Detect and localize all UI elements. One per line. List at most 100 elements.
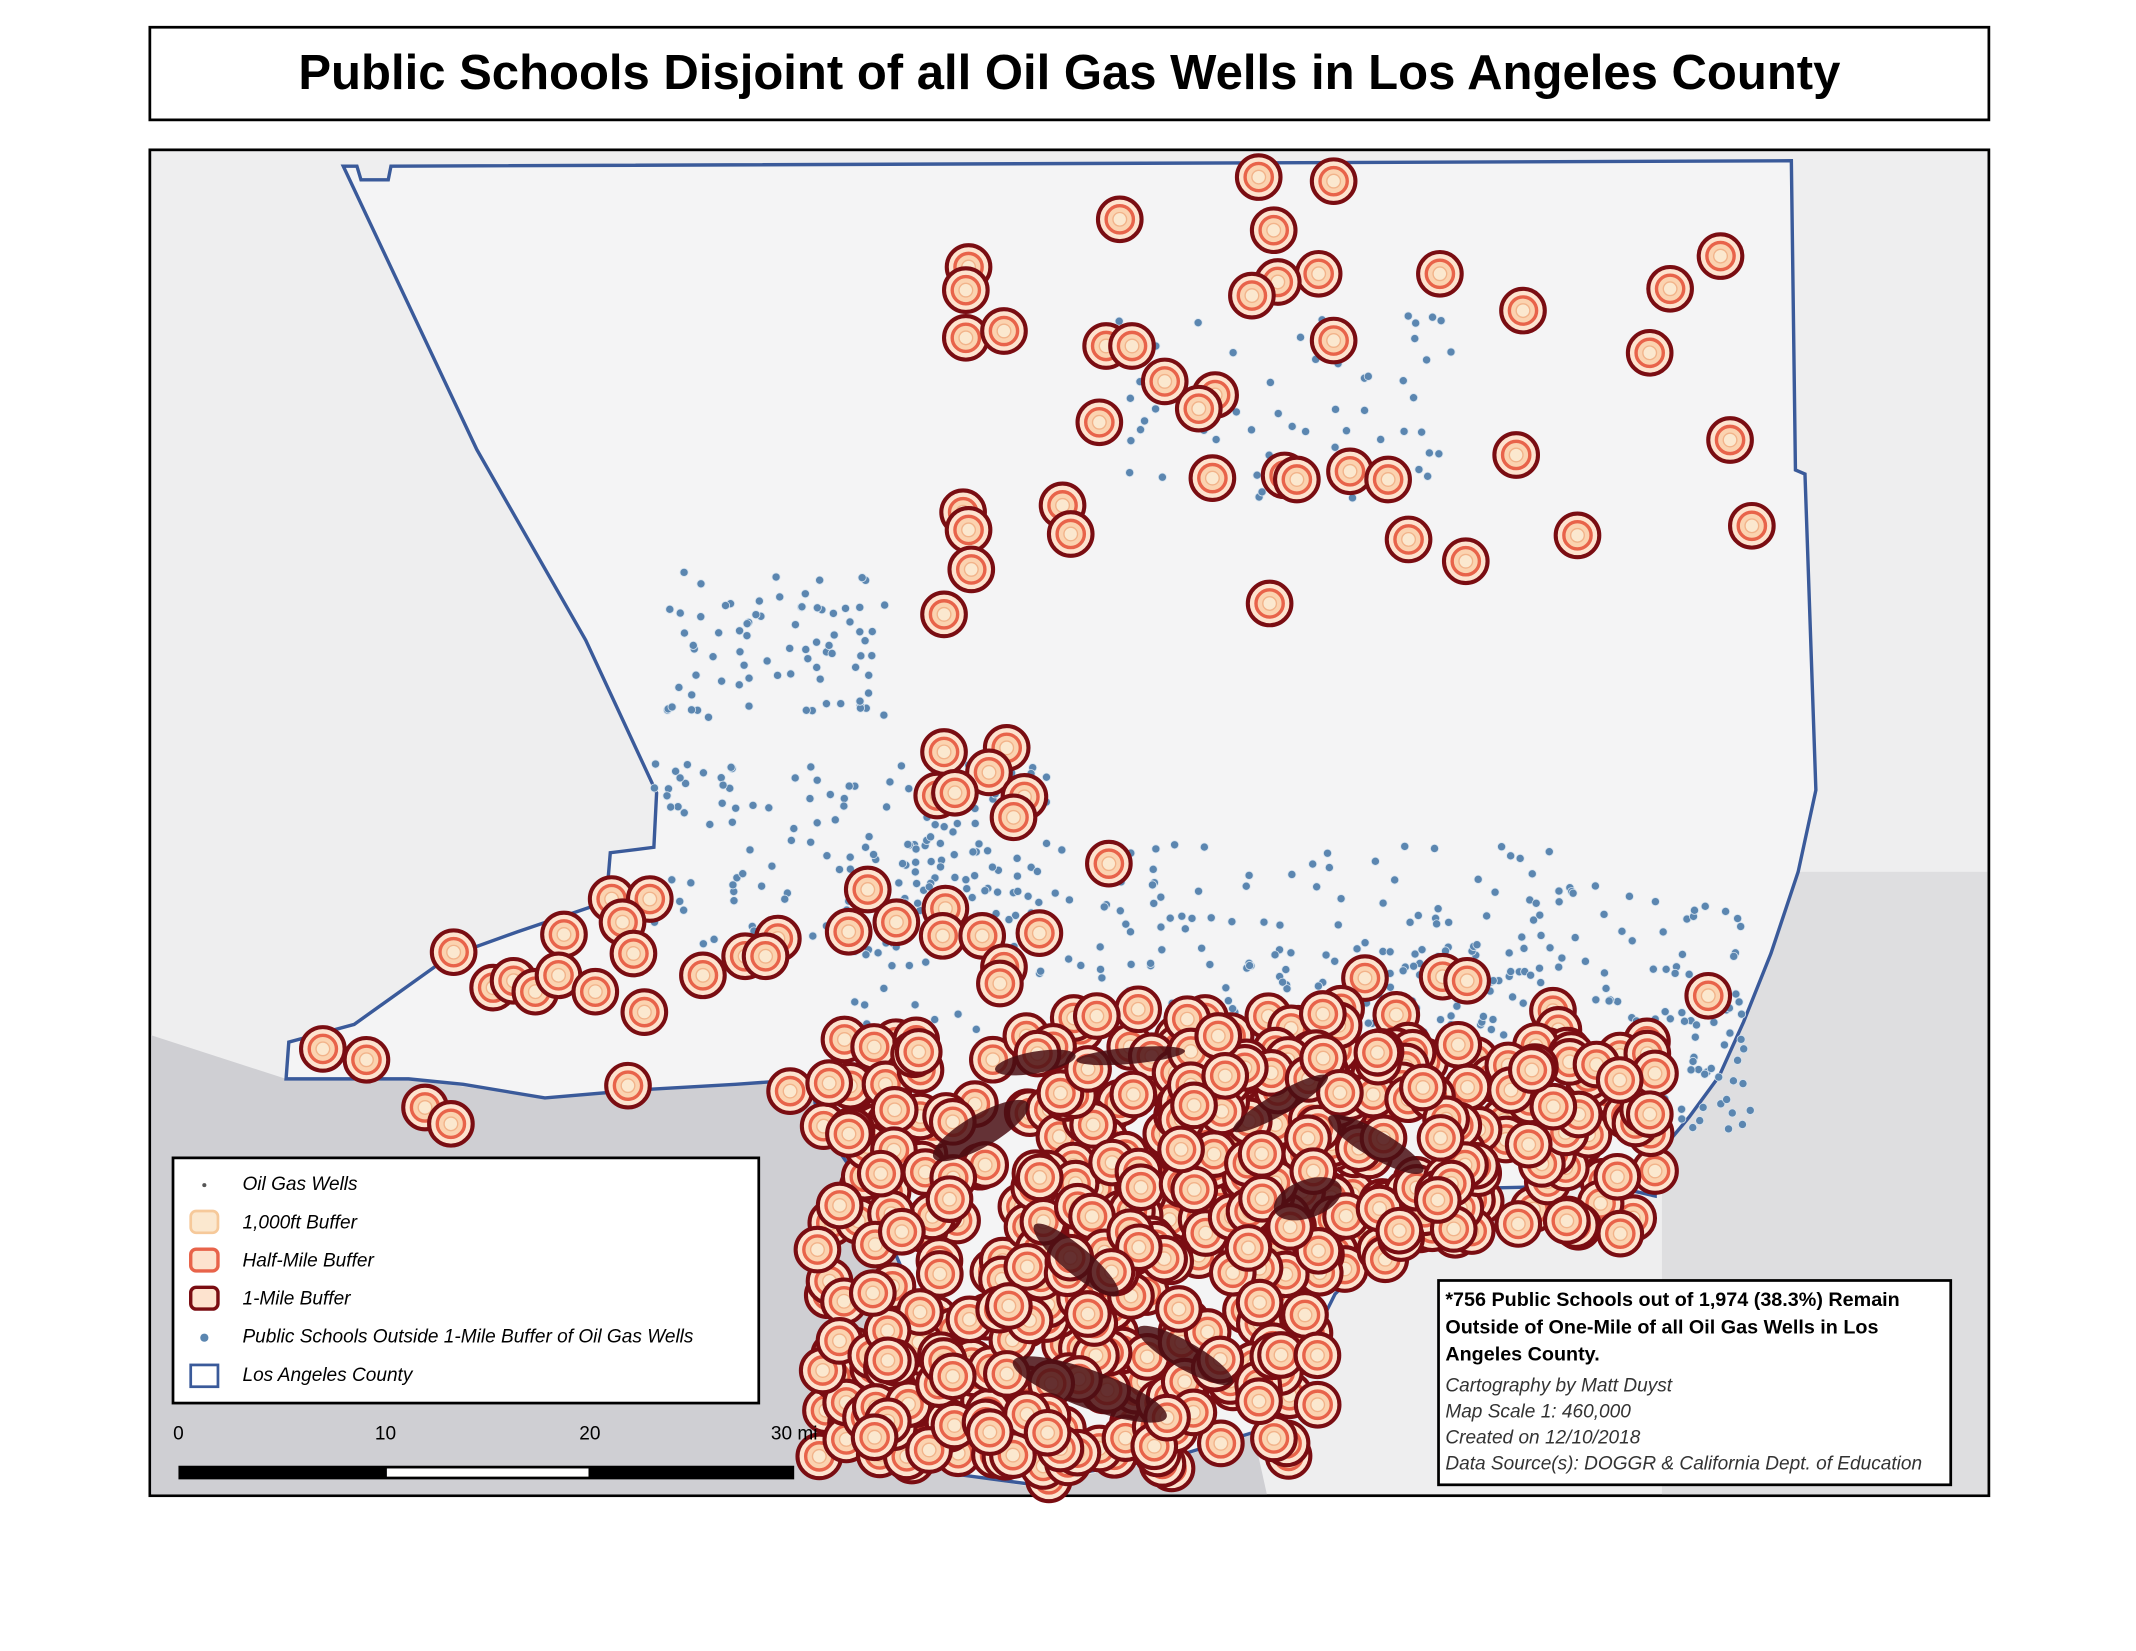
thousand-ft-buffer: [1089, 1008, 1105, 1024]
school-point: [681, 778, 691, 788]
school-point: [1411, 318, 1421, 328]
school-point: [727, 817, 737, 827]
legend-swatch: [189, 1285, 220, 1311]
school-point: [1722, 1094, 1732, 1104]
thousand-ft-buffer: [1305, 1163, 1321, 1179]
school-point: [967, 893, 977, 903]
school-point: [1714, 1072, 1724, 1082]
thousand-ft-buffer: [1310, 1397, 1326, 1413]
school-point: [1270, 950, 1280, 960]
thousand-ft-buffer: [1342, 463, 1358, 479]
school-point: [921, 957, 931, 967]
school-point: [1023, 891, 1033, 901]
school-point: [1148, 864, 1158, 874]
school-point: [805, 794, 815, 804]
thousand-ft-buffer: [1315, 1050, 1331, 1066]
thousand-ft-buffer: [1001, 1298, 1017, 1314]
thousand-ft-buffer: [1446, 1221, 1462, 1237]
school-point: [910, 1000, 920, 1010]
school-point: [864, 832, 874, 842]
school-point: [1360, 405, 1370, 415]
thousand-ft-buffer: [1117, 1430, 1133, 1446]
thousand-ft-buffer: [1432, 266, 1448, 282]
school-point: [1613, 997, 1623, 1007]
school-point: [1403, 311, 1413, 321]
school-point: [704, 712, 714, 722]
school-point: [687, 705, 697, 715]
legend-swatch: [202, 1183, 207, 1188]
scale-label: 30 mi: [771, 1423, 818, 1444]
thousand-ft-buffer: [999, 1366, 1015, 1382]
school-point: [1424, 448, 1434, 458]
thousand-ft-buffer: [1101, 856, 1117, 872]
thousand-ft-buffer: [996, 323, 1012, 339]
thousand-ft-buffer: [1459, 973, 1475, 989]
school-point: [911, 844, 921, 854]
legend-label: Oil Gas Wells: [242, 1174, 358, 1195]
thousand-ft-buffer: [1460, 1079, 1476, 1095]
thousand-ft-buffer: [1508, 447, 1524, 463]
school-point: [1136, 425, 1146, 435]
school-point: [1731, 989, 1741, 999]
school-point: [993, 887, 1003, 897]
school-point: [1312, 882, 1322, 892]
school-point: [1738, 1079, 1748, 1089]
school-point: [860, 1000, 870, 1010]
school-point: [850, 997, 860, 1007]
school-point: [1057, 845, 1067, 855]
school-point: [1228, 348, 1238, 358]
thousand-ft-buffer: [1311, 266, 1327, 282]
school-point: [675, 773, 685, 783]
thousand-ft-buffer: [1415, 1079, 1431, 1095]
school-point: [1156, 892, 1166, 902]
school-point: [682, 760, 692, 770]
school-point: [1624, 891, 1634, 901]
school-point: [1472, 940, 1482, 950]
school-point: [904, 784, 914, 794]
thousand-ft-buffer: [942, 1191, 957, 1207]
thousand-ft-buffer: [446, 944, 462, 960]
school-point: [1689, 905, 1699, 915]
thousand-ft-buffer: [1213, 1435, 1229, 1451]
school-point: [864, 688, 874, 698]
thousand-ft-buffer: [1084, 1209, 1100, 1225]
school-point: [1692, 1020, 1701, 1030]
school-point: [1737, 1009, 1747, 1019]
school-point: [1700, 901, 1710, 911]
school-point: [1099, 902, 1109, 912]
thousand-ft-buffer: [1559, 1213, 1575, 1229]
school-point: [882, 802, 892, 812]
school-point: [1599, 968, 1609, 978]
school-point: [1205, 960, 1215, 970]
school-point: [803, 654, 813, 664]
school-point: [829, 630, 839, 640]
school-point: [930, 820, 940, 830]
thousand-ft-buffer: [809, 1242, 825, 1258]
school-point: [1670, 968, 1680, 978]
thousand-ft-buffer: [1080, 1306, 1096, 1322]
school-point: [1745, 1105, 1755, 1115]
school-point: [1146, 958, 1156, 968]
thousand-ft-buffer: [620, 1078, 636, 1094]
school-point: [806, 837, 816, 847]
thousand-ft-buffer: [1612, 1226, 1628, 1242]
school-point: [735, 647, 745, 657]
school-point: [1041, 772, 1051, 782]
school-point: [709, 934, 719, 944]
thousand-ft-buffer: [1266, 1430, 1282, 1446]
thousand-ft-buffer: [961, 522, 977, 538]
school-point: [1241, 881, 1251, 891]
thousand-ft-buffer: [1266, 222, 1282, 238]
school-point: [1423, 471, 1433, 481]
school-point: [757, 881, 767, 891]
school-point: [1482, 911, 1492, 921]
school-point: [1591, 995, 1601, 1005]
school-point: [691, 670, 701, 680]
thousand-ft-buffer: [932, 1266, 948, 1282]
school-point: [1518, 998, 1528, 1008]
school-point: [1151, 404, 1161, 414]
school-point: [1436, 316, 1446, 326]
school-point: [762, 656, 772, 666]
thousand-ft-buffer: [981, 764, 997, 780]
thousand-ft-buffer: [1183, 1044, 1199, 1059]
